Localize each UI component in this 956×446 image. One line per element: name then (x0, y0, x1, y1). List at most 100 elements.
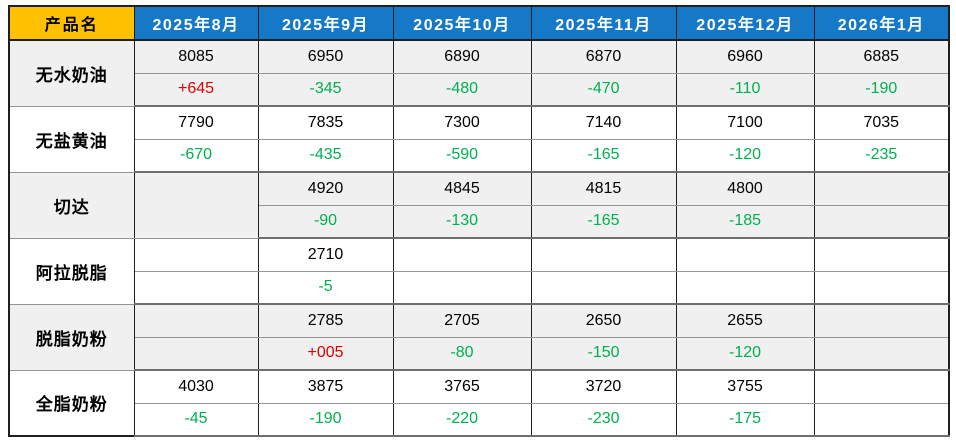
change-cell[interactable] (813, 205, 950, 239)
column-header-month[interactable]: 2026年1月 (813, 6, 950, 41)
price-cell[interactable]: 2705 (392, 304, 532, 338)
price-cell[interactable]: 4800 (675, 172, 815, 206)
price-table: 产品名 2025年8月 2025年9月 2025年10月 2025年11月 20… (8, 5, 950, 437)
table-row-price: 全脂奶粉 4030 3875 3765 3720 3755 (8, 370, 950, 437)
price-cell[interactable]: 8085 (133, 40, 259, 74)
change-cell[interactable]: -90 (257, 205, 394, 239)
price-cell[interactable]: 6950 (257, 40, 394, 74)
price-cell[interactable]: 3755 (675, 370, 815, 404)
price-cell[interactable] (813, 370, 950, 404)
change-cell[interactable]: -345 (257, 73, 394, 107)
change-cell[interactable] (813, 403, 950, 437)
change-cell[interactable]: -480 (392, 73, 532, 107)
product-name-cell[interactable]: 阿拉脱脂 (8, 238, 135, 305)
price-cell[interactable]: 4030 (133, 370, 259, 404)
price-cell[interactable]: 7835 (257, 106, 394, 140)
header-row: 产品名 2025年8月 2025年9月 2025年10月 2025年11月 20… (8, 6, 950, 41)
table-row-price: 脱脂奶粉 2785 2705 2650 2655 (8, 304, 950, 371)
column-header-month[interactable]: 2025年11月 (530, 6, 677, 41)
price-cell[interactable]: 3875 (257, 370, 394, 404)
price-cell[interactable]: 7300 (392, 106, 532, 140)
change-cell[interactable] (133, 271, 259, 305)
change-cell[interactable]: -120 (675, 139, 815, 173)
change-cell[interactable] (813, 337, 950, 371)
change-cell[interactable]: -185 (675, 205, 815, 239)
change-cell[interactable] (675, 271, 815, 305)
table-row-price: 阿拉脱脂 2710 (8, 238, 950, 305)
price-cell[interactable]: 2650 (530, 304, 677, 338)
price-cell[interactable]: 4845 (392, 172, 532, 206)
change-cell[interactable] (133, 337, 259, 371)
empty-merged-cell[interactable] (133, 172, 259, 239)
change-cell[interactable]: -110 (675, 73, 815, 107)
price-cell[interactable] (813, 304, 950, 338)
change-cell[interactable]: +005 (257, 337, 394, 371)
change-cell[interactable]: -175 (675, 403, 815, 437)
table-row-change: -670 -435 -590 -165 -120 -235 (9, 139, 950, 173)
product-name-cell[interactable]: 脱脂奶粉 (8, 304, 135, 371)
change-cell[interactable] (813, 271, 950, 305)
table-row-change: -5 (9, 271, 950, 305)
product-name-cell[interactable]: 切达 (8, 172, 135, 239)
price-cell[interactable] (133, 304, 259, 338)
change-cell[interactable]: -220 (392, 403, 532, 437)
change-cell[interactable]: -150 (530, 337, 677, 371)
change-cell[interactable]: -590 (392, 139, 532, 173)
price-cell[interactable] (813, 238, 950, 272)
change-cell[interactable]: -165 (530, 139, 677, 173)
change-cell[interactable]: -190 (257, 403, 394, 437)
change-cell[interactable]: -5 (257, 271, 394, 305)
table-row-price: 切达 4920 4845 4815 4800 (8, 172, 950, 239)
price-cell[interactable] (675, 238, 815, 272)
change-cell[interactable]: -120 (675, 337, 815, 371)
price-cell[interactable] (392, 238, 532, 272)
change-cell[interactable]: +645 (133, 73, 259, 107)
column-header-month[interactable]: 2025年10月 (392, 6, 532, 41)
product-name-cell[interactable]: 无盐黄油 (8, 106, 135, 173)
table-row-change: -45 -190 -220 -230 -175 (9, 403, 950, 437)
column-header-month[interactable]: 2025年9月 (257, 6, 394, 41)
price-cell[interactable]: 7100 (675, 106, 815, 140)
price-cell[interactable]: 6885 (813, 40, 950, 74)
price-cell[interactable]: 3765 (392, 370, 532, 404)
price-cell[interactable]: 3720 (530, 370, 677, 404)
change-cell[interactable] (392, 271, 532, 305)
change-cell[interactable]: -45 (133, 403, 259, 437)
change-cell[interactable]: -235 (813, 139, 950, 173)
table-body: 无水奶油 8085 6950 6890 6870 6960 6885 +645 … (8, 40, 950, 437)
table-row-change: +645 -345 -480 -470 -110 -190 (9, 73, 950, 107)
table-row-price: 无水奶油 8085 6950 6890 6870 6960 6885 (8, 40, 950, 107)
price-cell[interactable]: 7790 (133, 106, 259, 140)
price-cell[interactable] (530, 238, 677, 272)
price-cell[interactable] (133, 238, 259, 272)
change-cell[interactable]: -80 (392, 337, 532, 371)
price-cell[interactable]: 2785 (257, 304, 394, 338)
table-row-change: +005 -80 -150 -120 (9, 337, 950, 371)
table-row-price: 无盐黄油 7790 7835 7300 7140 7100 7035 (8, 106, 950, 173)
price-cell[interactable]: 7140 (530, 106, 677, 140)
change-cell[interactable]: -190 (813, 73, 950, 107)
price-cell[interactable]: 2710 (257, 238, 394, 272)
change-cell[interactable]: -435 (257, 139, 394, 173)
change-cell[interactable] (530, 271, 677, 305)
table-header: 产品名 2025年8月 2025年9月 2025年10月 2025年11月 20… (8, 6, 950, 41)
column-header-product[interactable]: 产品名 (8, 6, 135, 41)
price-cell[interactable]: 4920 (257, 172, 394, 206)
product-name-cell[interactable]: 全脂奶粉 (8, 370, 135, 437)
price-cell[interactable]: 6960 (675, 40, 815, 74)
price-cell[interactable]: 2655 (675, 304, 815, 338)
price-cell[interactable]: 6870 (530, 40, 677, 74)
price-cell[interactable]: 4815 (530, 172, 677, 206)
product-name-cell[interactable]: 无水奶油 (8, 40, 135, 107)
price-cell[interactable]: 6890 (392, 40, 532, 74)
price-cell[interactable] (813, 172, 950, 206)
table-row-change: -90 -130 -165 -185 (9, 205, 950, 239)
column-header-month[interactable]: 2025年8月 (133, 6, 259, 41)
change-cell[interactable]: -230 (530, 403, 677, 437)
column-header-month[interactable]: 2025年12月 (675, 6, 815, 41)
change-cell[interactable]: -470 (530, 73, 677, 107)
price-cell[interactable]: 7035 (813, 106, 950, 140)
change-cell[interactable]: -130 (392, 205, 532, 239)
change-cell[interactable]: -165 (530, 205, 677, 239)
change-cell[interactable]: -670 (133, 139, 259, 173)
